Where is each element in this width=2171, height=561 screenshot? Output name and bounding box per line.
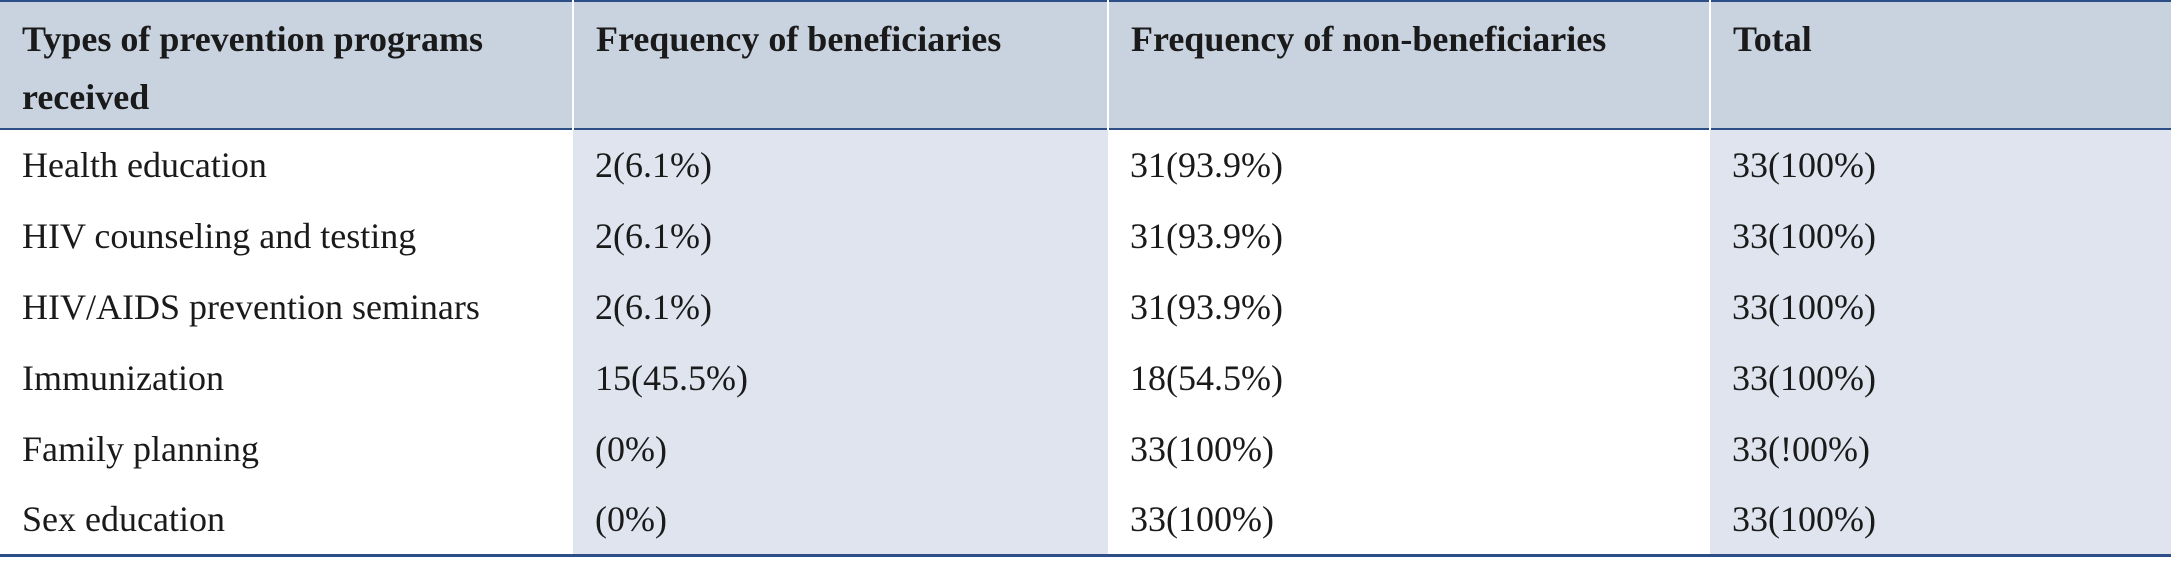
cell-total: 33(!00%) — [1710, 413, 2171, 484]
table-body: Health education 2(6.1%) 31(93.9%) 33(10… — [0, 129, 2171, 555]
cell-total: 33(100%) — [1710, 271, 2171, 342]
cell-beneficiaries: 2(6.1%) — [573, 200, 1108, 271]
cell-program-type: Sex education — [0, 484, 573, 555]
table-row: Health education 2(6.1%) 31(93.9%) 33(10… — [0, 129, 2171, 200]
cell-non-beneficiaries: 33(100%) — [1108, 413, 1710, 484]
header-total: Total — [1733, 19, 1812, 59]
cell-program-type: HIV/AIDS prevention seminars — [0, 271, 573, 342]
cell-beneficiaries: (0%) — [573, 413, 1108, 484]
header-beneficiaries: Frequency of beneficiaries — [573, 1, 1109, 129]
header-program-type: Types of prevention programs received — [0, 1, 574, 129]
header-non-beneficiaries: Frequency of non-beneficiaries — [1108, 1, 1711, 129]
table-row: HIV/AIDS prevention seminars 2(6.1%) 31(… — [0, 271, 2171, 342]
header-row: Types of prevention programs received Fr… — [0, 1, 2171, 129]
cell-beneficiaries: 2(6.1%) — [573, 129, 1108, 200]
cell-beneficiaries: 2(6.1%) — [573, 271, 1108, 342]
table-row: HIV counseling and testing 2(6.1%) 31(93… — [0, 200, 2171, 271]
cell-program-type: Family planning — [0, 413, 573, 484]
cell-program-type: HIV counseling and testing — [0, 200, 573, 271]
cell-program-type: Immunization — [0, 342, 573, 413]
cell-non-beneficiaries: 18(54.5%) — [1108, 342, 1710, 413]
cell-program-type: Health education — [0, 129, 573, 200]
cell-total: 33(100%) — [1710, 484, 2171, 555]
table-row: Sex education (0%) 33(100%) 33(100%) — [0, 484, 2171, 555]
table-row: Immunization 15(45.5%) 18(54.5%) 33(100%… — [0, 342, 2171, 413]
cell-total: 33(100%) — [1710, 342, 2171, 413]
cell-non-beneficiaries: 31(93.9%) — [1108, 129, 1710, 200]
cell-total: 33(100%) — [1710, 200, 2171, 271]
cell-non-beneficiaries: 31(93.9%) — [1108, 200, 1710, 271]
cell-total: 33(100%) — [1710, 129, 2171, 200]
table-header: Types of prevention programs received Fr… — [0, 1, 2171, 129]
table-row: Family planning (0%) 33(100%) 33(!00%) — [0, 413, 2171, 484]
cell-beneficiaries: (0%) — [573, 484, 1108, 555]
cell-non-beneficiaries: 31(93.9%) — [1108, 271, 1710, 342]
cell-beneficiaries: 15(45.5%) — [573, 342, 1108, 413]
cell-non-beneficiaries: 33(100%) — [1108, 484, 1710, 555]
